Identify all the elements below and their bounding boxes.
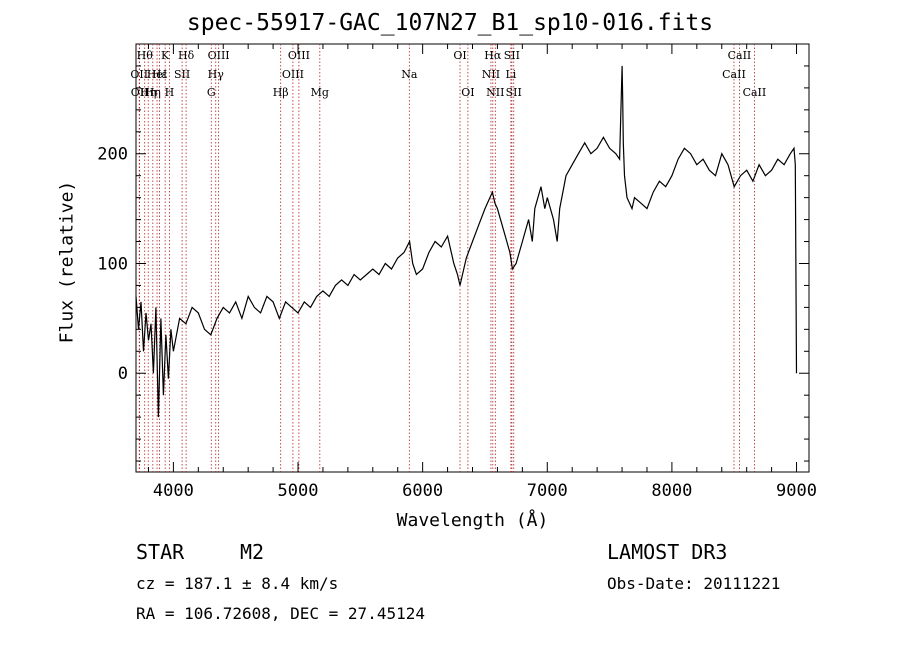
line-label: Hθ [137, 49, 154, 62]
observation-date: Obs-Date: 20111221 [607, 574, 781, 593]
line-label: NII [482, 68, 500, 81]
line-label: Hε [152, 68, 168, 81]
x-tick-label: 5000 [278, 481, 319, 501]
line-label: SII [504, 49, 520, 62]
y-axis-label: Flux (relative) [56, 180, 78, 344]
line-label: OIII [208, 49, 230, 62]
line-label: OIII [288, 49, 310, 62]
axis-ticks: 4000 5000 6000 7000 8000 9000 0 100 200 [97, 44, 817, 501]
line-label: G [207, 86, 216, 99]
x-axis-label: Wavelength (Å) [396, 510, 549, 531]
line-label: CaII [728, 49, 752, 62]
y-tick-label: 200 [97, 145, 128, 165]
x-tick-label: 7000 [527, 481, 568, 501]
line-label: Mg [311, 86, 329, 99]
survey-name: LAMOST DR3 [607, 540, 728, 564]
y-tick-label: 0 [118, 364, 128, 384]
x-tick-label: 4000 [153, 481, 194, 501]
y-tick-label: 100 [97, 254, 128, 274]
redshift-velocity: cz = 187.1 ± 8.4 km/s [136, 574, 339, 593]
object-class: STAR [136, 540, 185, 564]
chart-title: spec-55917-GAC_107N27_B1_sp10-016.fits [186, 10, 714, 36]
line-label: Hη [140, 86, 156, 99]
line-label: SII [174, 68, 190, 81]
line-label: OII [131, 86, 149, 99]
line-label: OI [453, 49, 466, 62]
line-label: OII [130, 68, 148, 81]
x-tick-label: 8000 [651, 481, 692, 501]
line-label: H [165, 86, 175, 99]
line-label: OIII [282, 68, 304, 81]
line-label: Hδ [178, 49, 195, 62]
x-tick-label: 9000 [776, 481, 817, 501]
x-tick-label: 6000 [402, 481, 443, 501]
plot-frame [135, 43, 810, 473]
emission-line-markers [138, 44, 755, 472]
line-label: HeI [147, 68, 167, 81]
line-label: NII [486, 86, 504, 99]
line-label: Na [401, 68, 418, 81]
object-subclass: M2 [240, 540, 265, 564]
line-label: Hα [484, 49, 502, 62]
line-label: OI [461, 86, 474, 99]
line-label: Hγ [208, 68, 225, 81]
line-label: SII [506, 86, 522, 99]
line-label: CaII [722, 68, 746, 81]
line-label: K [161, 49, 170, 62]
line-label: Li [505, 68, 516, 81]
line-label: CaII [743, 86, 767, 99]
line-label: Hβ [273, 86, 289, 99]
spectrum-line [135, 65, 798, 418]
coordinates: RA = 106.72608, DEC = 27.45124 [136, 604, 425, 623]
line-label: Hη [145, 86, 161, 99]
